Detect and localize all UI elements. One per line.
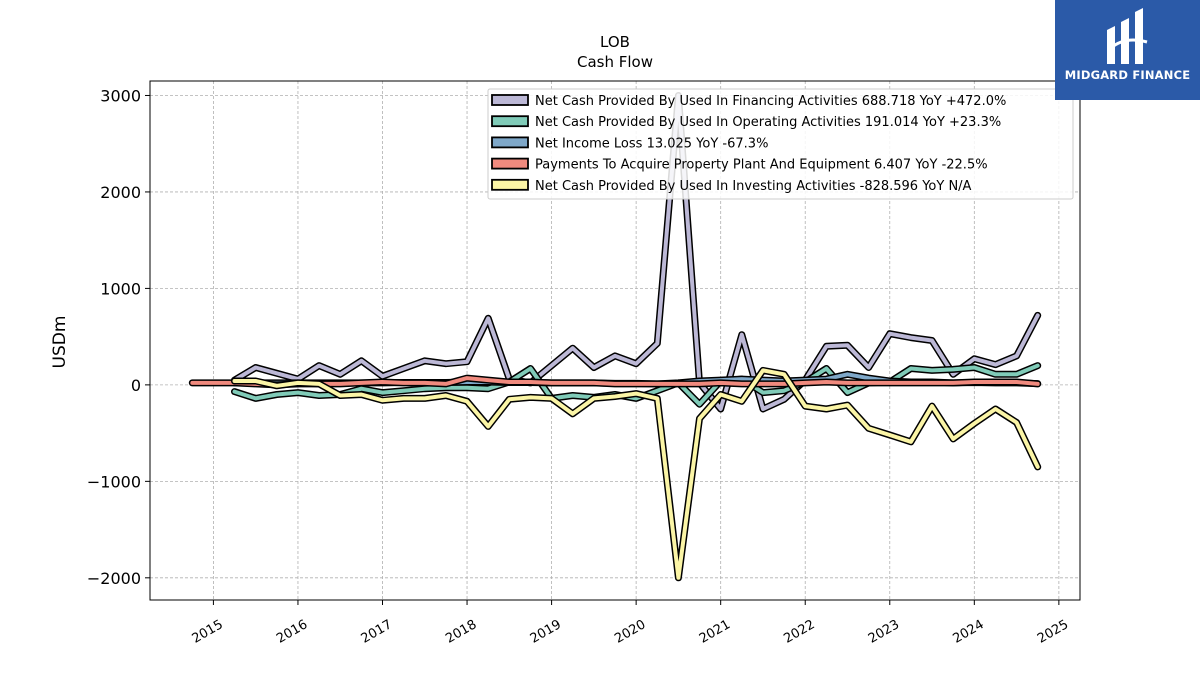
legend-swatch: [491, 157, 529, 170]
legend-swatch: [491, 94, 529, 106]
plot-area-frame: [149, 80, 1081, 601]
brand-logo: MIDGARD FINANCE: [1055, 0, 1200, 100]
legend-entry-label: Net Cash Provided By Used In Investing A…: [535, 179, 972, 194]
legend-swatch: [491, 115, 529, 128]
x-tick-label: 2025: [1035, 617, 1071, 647]
legend: Net Cash Provided By Used In Financing A…: [487, 88, 1074, 200]
series-line: [232, 363, 1040, 407]
x-tick-label: 2017: [359, 617, 395, 647]
legend-entry-label: Net Cash Provided By Used In Operating A…: [535, 115, 1001, 130]
y-tick-label: 2000: [100, 183, 141, 202]
x-tick-label: 2020: [612, 617, 648, 647]
x-tick-label: 2019: [528, 617, 564, 647]
legend-entry-label: Net Income Loss 13.025 YoY -67.3%: [535, 136, 768, 151]
legend-swatch: [491, 136, 529, 149]
brand-logo-mark-icon: [1107, 8, 1148, 64]
series-line: [232, 93, 1040, 411]
x-tick-label: 2024: [950, 617, 986, 647]
legend-entry-label: Payments To Acquire Property Plant And E…: [535, 158, 988, 173]
y-axis-label: USDm: [50, 316, 70, 369]
x-tick-label: 2018: [443, 617, 479, 647]
y-tick-label: −2000: [87, 569, 141, 588]
brand-logo-text: MIDGARD FINANCE: [1064, 68, 1191, 82]
legend-box: [487, 88, 1074, 200]
y-tick-label: 0: [131, 376, 141, 395]
chart-title: LOB: [600, 33, 630, 51]
x-tick-label: 2022: [781, 617, 817, 647]
legend-swatch: [491, 178, 529, 191]
series-line: [190, 376, 1040, 387]
y-tick-label: 3000: [100, 86, 141, 105]
x-tick-label: 2021: [697, 617, 733, 647]
series-lines: [188, 92, 1042, 582]
y-tick-label: 1000: [100, 279, 141, 298]
x-tick-label: 2015: [190, 617, 226, 647]
chart-subtitle: Cash Flow: [577, 53, 653, 71]
series-line: [232, 368, 1040, 580]
y-tick-label: −1000: [87, 472, 141, 491]
x-tick-label: 2016: [274, 617, 310, 647]
x-tick-label: 2023: [866, 617, 902, 647]
legend-entry-label: Net Cash Provided By Used In Financing A…: [535, 94, 1006, 109]
